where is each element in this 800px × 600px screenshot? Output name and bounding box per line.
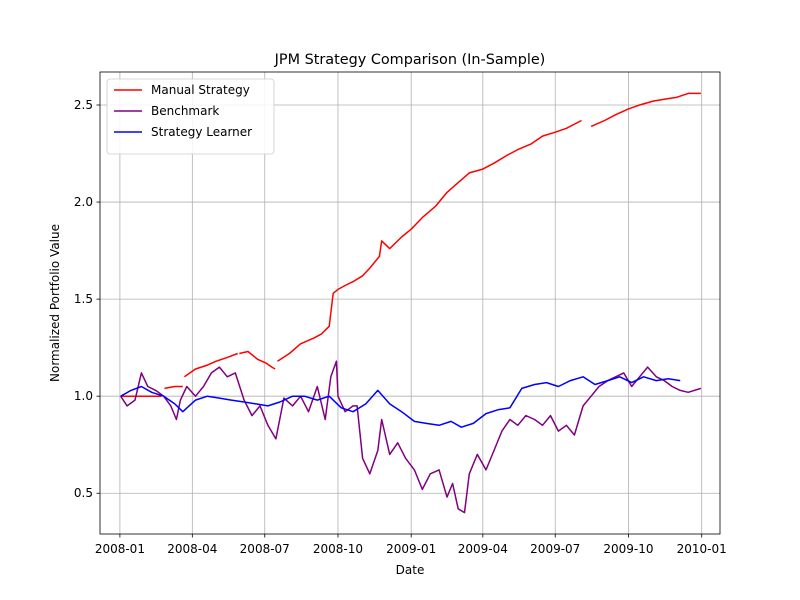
series-line-segment xyxy=(164,385,183,390)
y-tick-label: 1.5 xyxy=(74,292,93,306)
axis-ticks: 2008-01 2008-04 2008-07 2008-10 2009-01 2009-… xyxy=(74,98,727,556)
series-lines xyxy=(120,92,702,514)
series-strategy-learner xyxy=(120,376,681,428)
x-tick-label: 2009-10 xyxy=(603,542,653,556)
legend-label: Manual Strategy xyxy=(151,83,250,97)
y-tick-label: 1.0 xyxy=(74,389,93,403)
y-axis-title: Normalized Portfolio Value xyxy=(48,224,62,382)
series-line-segment xyxy=(183,352,238,378)
y-tick-label: 2.0 xyxy=(74,195,93,209)
legend-label: Benchmark xyxy=(151,104,219,118)
series-line-segment xyxy=(120,376,681,428)
plot-frame xyxy=(99,71,721,535)
series-line-segment xyxy=(120,360,702,514)
x-tick-label: 2008-04 xyxy=(167,542,217,556)
x-tick-label: 2008-07 xyxy=(240,542,290,556)
x-tick-label: 2009-07 xyxy=(530,542,580,556)
series-benchmark xyxy=(120,360,702,514)
x-tick-label: 2009-01 xyxy=(386,542,436,556)
y-tick-label: 2.5 xyxy=(74,98,93,112)
x-tick-label: 2008-01 xyxy=(95,542,145,556)
legend-box xyxy=(106,78,275,155)
series-line-segment xyxy=(277,119,582,362)
x-tick-label: 2010-01 xyxy=(677,542,727,556)
x-tick-label: 2008-10 xyxy=(313,542,363,556)
series-manual-strategy xyxy=(120,92,701,397)
grid-lines xyxy=(100,72,720,534)
legend-label: Strategy Learner xyxy=(151,125,252,139)
legend: Manual Strategy Benchmark Strategy Learner xyxy=(106,78,275,155)
x-tick-label: 2009-04 xyxy=(458,542,508,556)
series-line-segment xyxy=(239,350,276,370)
chart-title: JPM Strategy Comparison (In-Sample) xyxy=(274,52,546,68)
series-line-segment xyxy=(590,92,701,128)
x-axis-title: Date xyxy=(396,563,425,577)
y-tick-label: 0.5 xyxy=(74,486,93,500)
